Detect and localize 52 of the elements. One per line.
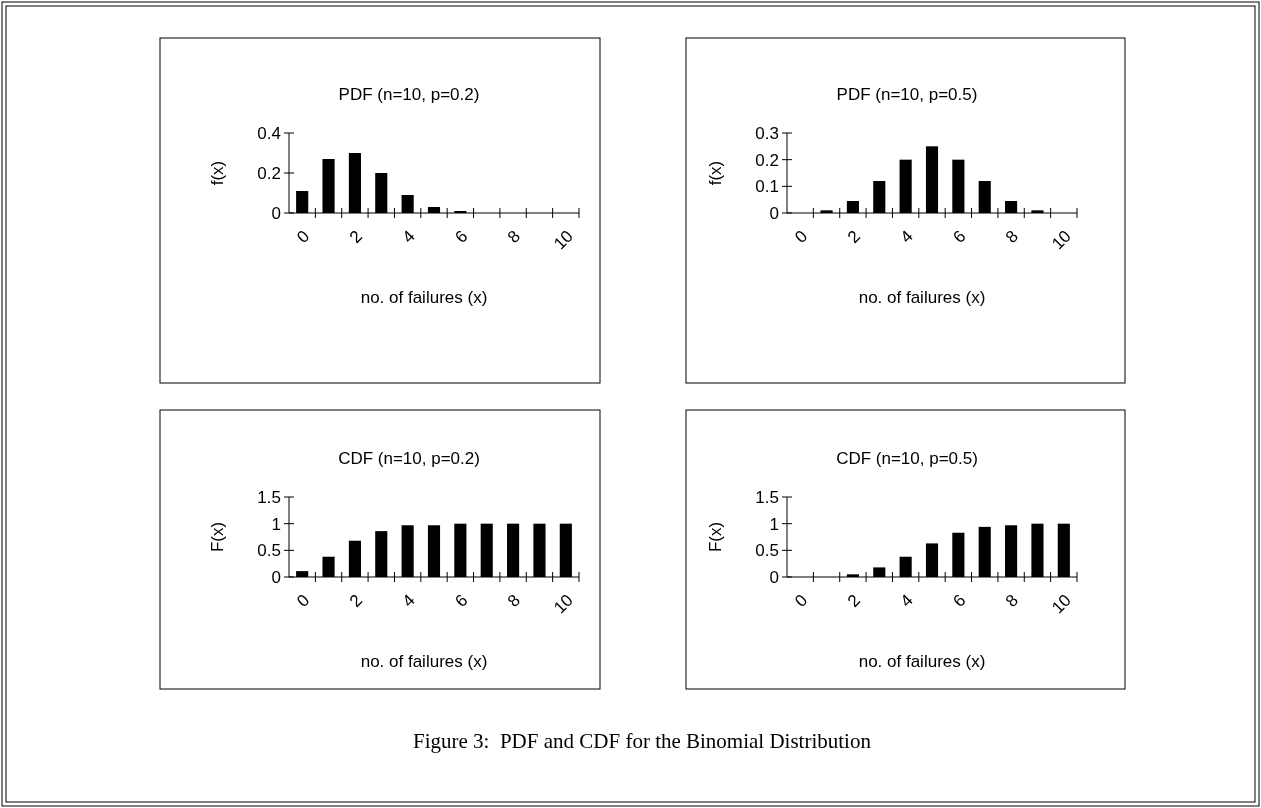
- x-tick-label: 0: [293, 226, 314, 247]
- y-tick-label: 0: [271, 567, 281, 587]
- x-tick-label: 8: [504, 226, 525, 247]
- y-tick-label: 0.5: [257, 541, 281, 561]
- x-tick-label: 10: [550, 226, 577, 254]
- caption: Figure 3: PDF and CDF for the Binomial Distribution: [413, 729, 872, 753]
- x-axis-title: no. of failures (x): [360, 652, 488, 671]
- x-tick-label: 8: [1002, 226, 1023, 247]
- x-tick-label: 2: [843, 226, 864, 247]
- x-axis-title: no. of failures (x): [360, 288, 488, 307]
- x-axis-title: no. of failures (x): [858, 288, 986, 307]
- x-tick-label: 6: [451, 590, 472, 611]
- x-tick-label: 6: [451, 226, 472, 247]
- y-tick-label: 0.4: [257, 123, 281, 143]
- y-tick-label: 0: [769, 203, 779, 223]
- x-tick-label: 0: [791, 226, 812, 247]
- y-tick-label: 1: [769, 514, 779, 534]
- y-tick-label: 0.5: [755, 541, 779, 561]
- y-tick-label: 1.5: [755, 487, 779, 507]
- x-tick-label: 10: [1048, 590, 1075, 618]
- y-tick-label: 0.2: [755, 150, 779, 170]
- x-tick-label: 4: [398, 226, 419, 247]
- x-tick-label: 2: [843, 590, 864, 611]
- x-tick-label: 4: [398, 590, 419, 611]
- x-tick-label: 10: [1048, 226, 1075, 254]
- y-tick-label: 0: [769, 567, 779, 587]
- chart-title: CDF (n=10, p=0.2): [338, 449, 480, 468]
- x-tick-label: 4: [896, 590, 917, 611]
- y-axis-title: f(x): [705, 160, 725, 186]
- x-tick-label: 8: [1002, 590, 1023, 611]
- y-axis-title: f(x): [207, 160, 227, 186]
- y-tick-label: 0.1: [755, 177, 779, 197]
- y-axis-title: F(x): [207, 521, 227, 553]
- x-tick-label: 0: [791, 590, 812, 611]
- x-tick-label: 4: [896, 226, 917, 247]
- x-tick-label: 2: [345, 226, 366, 247]
- x-axis-title: no. of failures (x): [858, 652, 986, 671]
- chart-title: PDF (n=10, p=0.2): [338, 85, 480, 104]
- chart-title: PDF (n=10, p=0.5): [836, 85, 978, 104]
- y-tick-label: 0.2: [257, 163, 281, 183]
- x-tick-label: 6: [949, 590, 970, 611]
- y-tick-label: 1.5: [257, 487, 281, 507]
- y-tick-label: 0: [271, 203, 281, 223]
- x-tick-label: 6: [949, 226, 970, 247]
- x-tick-label: 0: [293, 590, 314, 611]
- x-tick-label: 8: [504, 590, 525, 611]
- y-tick-label: 1: [271, 514, 281, 534]
- chart-title: CDF (n=10, p=0.5): [836, 449, 978, 468]
- y-axis-title: F(x): [705, 521, 725, 553]
- y-tick-label: 0.3: [755, 123, 779, 143]
- x-tick-label: 10: [550, 590, 577, 618]
- x-tick-label: 2: [345, 590, 366, 611]
